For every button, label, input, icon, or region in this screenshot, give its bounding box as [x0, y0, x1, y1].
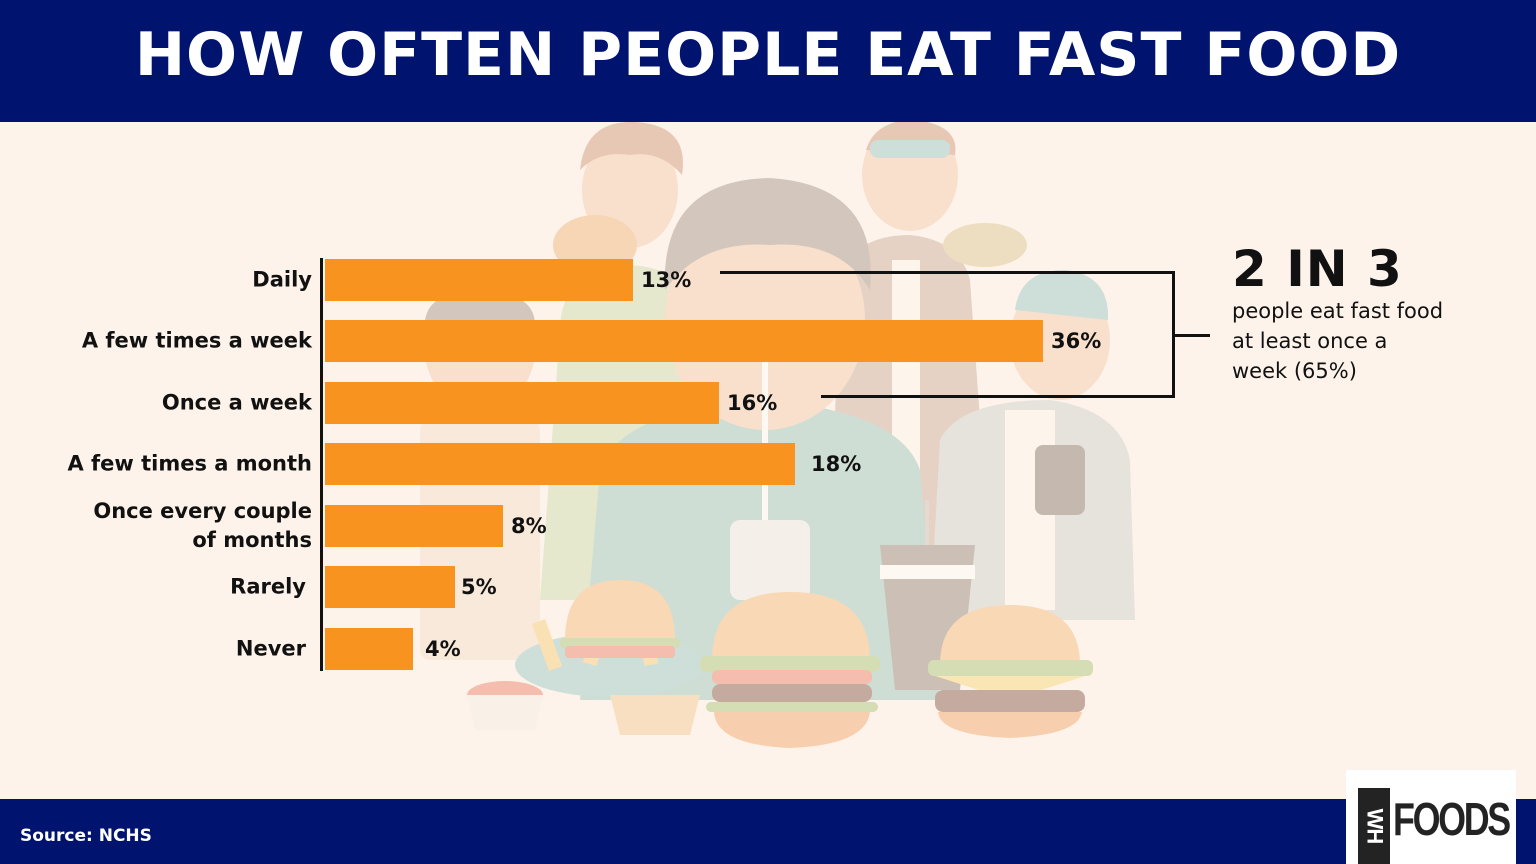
value-label: 5% — [461, 575, 497, 599]
category-label-text: Never — [235, 636, 306, 661]
bracket-pointer-line — [1172, 334, 1210, 337]
callout-line: people eat fast food — [1232, 299, 1444, 323]
category-label: A few times a week — [0, 327, 312, 356]
category-label: Daily — [0, 266, 312, 295]
category-label: Never — [0, 635, 306, 664]
bar-once-week — [325, 382, 719, 424]
category-label-text: Rarely — [230, 574, 306, 599]
callout-line: at least once a — [1232, 329, 1388, 353]
bar-row-few-times-week: A few times a week 36% — [0, 320, 1536, 362]
category-label-text: A few times a week — [81, 328, 312, 353]
value-label: 8% — [511, 514, 547, 538]
bar-row-couple-months: Once every couple of months 8% — [0, 499, 1536, 552]
category-label: A few times a month — [0, 450, 312, 479]
logo-mark: WH — [1358, 788, 1390, 864]
callout-text: people eat fast food at least once a wee… — [1232, 296, 1512, 386]
value-label: 16% — [727, 391, 778, 415]
bar-row-rarely: Rarely 5% — [0, 566, 1536, 608]
bar-rarely — [325, 566, 455, 608]
bar-never — [325, 628, 413, 670]
category-label-text: Once a week — [161, 390, 312, 415]
bracket-top-line — [720, 271, 1175, 274]
footer-banner — [0, 799, 1536, 864]
callout-annotation: 2 IN 3 people eat fast food at least onc… — [1232, 240, 1512, 386]
callout-headline: 2 IN 3 — [1232, 240, 1403, 298]
bar-few-times-month — [325, 443, 795, 485]
bar-row-once-week: Once a week 16% — [0, 382, 1536, 424]
brand-logo: WH FOODS — [1346, 770, 1516, 864]
bracket-bottom-line — [821, 395, 1175, 398]
bar-few-times-week — [325, 320, 1043, 362]
value-label: 4% — [425, 637, 461, 661]
category-label: Once every couple of months — [0, 497, 312, 555]
callout-line: week (65%) — [1232, 359, 1357, 383]
category-label-text: of months — [192, 528, 312, 552]
bar-row-never: Never 4% — [0, 628, 1536, 670]
category-label: Rarely — [0, 573, 306, 602]
y-axis-line — [320, 258, 323, 671]
category-label-text: Once every couple — [93, 499, 312, 523]
bar-row-few-times-month: A few times a month 18% — [0, 443, 1536, 485]
value-label: 18% — [811, 452, 862, 476]
logo-mark-text: WH — [1362, 808, 1387, 844]
page-title: HOW OFTEN PEOPLE EAT FAST FOOD — [134, 20, 1402, 90]
source-credit: Source: NCHS — [20, 826, 152, 846]
value-label: 36% — [1051, 329, 1102, 353]
category-label: Once a week — [0, 389, 312, 418]
logo-wordmark: FOODS — [1393, 793, 1511, 845]
bar-couple-months — [325, 505, 503, 547]
bar-row-daily: Daily 13% — [0, 259, 1536, 301]
value-label: 13% — [641, 268, 692, 292]
category-label-text: A few times a month — [67, 451, 312, 476]
bar-daily — [325, 259, 633, 301]
category-label-text: Daily — [252, 267, 312, 292]
header-banner: HOW OFTEN PEOPLE EAT FAST FOOD — [0, 0, 1536, 122]
